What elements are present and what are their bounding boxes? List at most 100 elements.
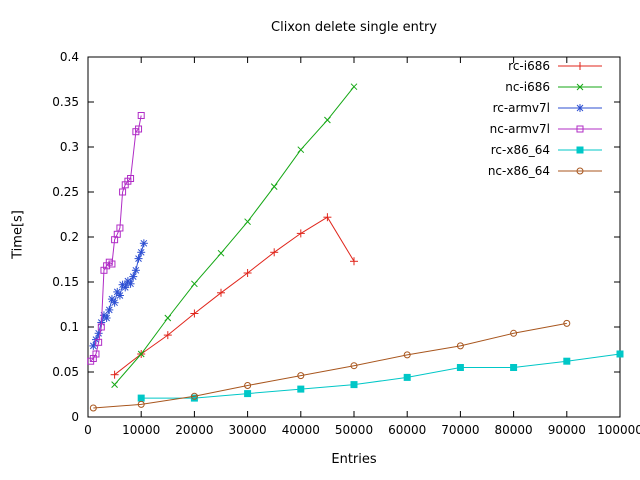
svg-text:50000: 50000 [335, 423, 373, 437]
series-nc-armv7l [87, 112, 145, 365]
asterisk-marker [129, 272, 138, 281]
circle-open-marker [297, 372, 305, 380]
x-marker [297, 146, 305, 154]
asterisk-marker [102, 314, 111, 322]
svg-text:0.15: 0.15 [52, 275, 79, 289]
asterisk-marker [126, 279, 135, 288]
x-axis-ticks: 0 10000 20000 30000 40000 50000 60000 70000 8000… [84, 57, 640, 437]
asterisk-marker [115, 291, 124, 300]
svg-text:0: 0 [71, 410, 79, 424]
plus-marker [163, 331, 172, 340]
square-filled-marker [616, 350, 624, 358]
svg-text:nc-armv7l: nc-armv7l [490, 122, 550, 136]
square-open-marker [116, 224, 124, 232]
asterisk-marker [105, 305, 114, 314]
circle-open-marker [563, 319, 571, 327]
svg-text:0.3: 0.3 [60, 140, 79, 154]
square-open-marker [92, 350, 100, 358]
plus-marker [243, 269, 252, 277]
svg-text:40000: 40000 [282, 423, 320, 437]
circle-open-marker [89, 404, 97, 412]
legend-item: rc-armv7l [493, 101, 602, 115]
square-filled-marker [456, 364, 464, 371]
legend-item: nc-armv7l [490, 122, 602, 136]
series-rc-x86_64 [137, 350, 624, 402]
svg-text:20000: 20000 [175, 423, 213, 437]
svg-text:0.4: 0.4 [60, 50, 79, 64]
square-filled-marker [576, 146, 584, 154]
asterisk-marker [137, 248, 146, 257]
x-marker [324, 116, 331, 124]
svg-text:80000: 80000 [495, 423, 533, 437]
y-axis-ticks: 0 0.05 0.1 0.15 0.2 0.25 0.3 0.35 0.4 [52, 50, 620, 424]
svg-text:0.05: 0.05 [52, 365, 79, 379]
svg-text:rc-i686: rc-i686 [508, 59, 550, 73]
x-marker [164, 314, 172, 322]
svg-text:nc-i686: nc-i686 [505, 80, 550, 94]
svg-text:0.2: 0.2 [60, 230, 79, 244]
x-marker [576, 83, 584, 91]
x-marker [270, 183, 278, 190]
x-marker [191, 280, 198, 288]
asterisk-marker [134, 254, 143, 263]
asterisk-marker [131, 266, 140, 275]
asterisk-marker [139, 239, 148, 248]
x-axis-label: Entries [331, 452, 377, 467]
square-filled-marker [244, 390, 252, 398]
square-filled-marker [403, 373, 411, 381]
svg-text:30000: 30000 [229, 423, 267, 437]
series-nc-x86_64 [89, 319, 571, 412]
square-open-marker [127, 175, 135, 182]
series-rc-i686 [110, 213, 358, 379]
legend-item: nc-i686 [505, 80, 602, 94]
plus-marker [217, 288, 225, 297]
square-open-marker [95, 338, 103, 346]
square-filled-marker [297, 385, 305, 393]
plus-marker [110, 370, 119, 379]
circle-open-marker [190, 392, 198, 400]
svg-text:70000: 70000 [441, 423, 479, 437]
circle-open-marker [456, 342, 464, 350]
x-marker [137, 350, 145, 358]
svg-text:0.1: 0.1 [60, 320, 79, 334]
series-nc-i686 [111, 83, 358, 388]
plus-marker [350, 257, 358, 266]
svg-text:0.35: 0.35 [52, 95, 79, 109]
asterisk-marker [576, 104, 584, 112]
square-filled-marker [510, 364, 518, 371]
plus-marker [323, 213, 332, 222]
chart-title: Clixon delete single entry [271, 20, 437, 35]
square-open-marker [135, 125, 143, 133]
circle-open-marker [244, 382, 252, 389]
svg-text:rc-armv7l: rc-armv7l [493, 101, 550, 115]
series-rc-armv7l [89, 239, 148, 350]
svg-text:100000: 100000 [597, 423, 640, 437]
square-filled-marker [137, 394, 145, 402]
square-open-marker [97, 323, 105, 331]
legend-item: rc-i686 [508, 59, 602, 73]
plus-marker [270, 248, 279, 257]
circle-open-marker [510, 329, 518, 337]
svg-text:90000: 90000 [548, 423, 586, 437]
square-open-marker [119, 188, 127, 196]
legend: rc-i686 nc-i686 rc-armv7l nc-armv7l rc-x86_6… [488, 59, 602, 178]
square-open-marker [137, 112, 145, 119]
svg-text:rc-x86_64: rc-x86_64 [491, 143, 550, 157]
asterisk-marker [121, 283, 130, 292]
plus-marker [190, 309, 199, 318]
circle-open-marker [403, 351, 411, 359]
x-marker [244, 218, 251, 226]
svg-text:60000: 60000 [388, 423, 426, 437]
svg-text:nc-x86_64: nc-x86_64 [488, 164, 550, 178]
x-marker [217, 249, 225, 257]
legend-item: rc-x86_64 [491, 143, 602, 157]
svg-text:0.25: 0.25 [52, 185, 79, 199]
square-filled-marker [350, 381, 358, 389]
plus-marker [576, 62, 584, 70]
square-filled-marker [563, 357, 571, 365]
asterisk-marker [110, 298, 119, 307]
asterisk-marker [94, 329, 103, 338]
legend-item: nc-x86_64 [488, 164, 602, 178]
